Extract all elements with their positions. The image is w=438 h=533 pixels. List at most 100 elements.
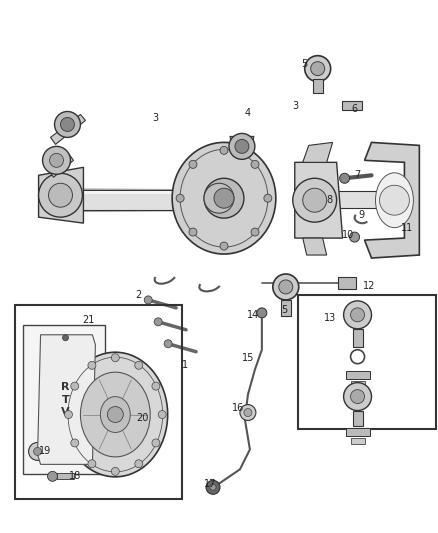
Circle shape xyxy=(204,178,244,218)
Ellipse shape xyxy=(204,183,234,213)
Circle shape xyxy=(343,383,371,410)
Text: 8: 8 xyxy=(327,195,333,205)
Text: 17: 17 xyxy=(204,479,216,489)
Circle shape xyxy=(214,188,234,208)
Bar xyxy=(353,329,363,347)
Bar xyxy=(342,101,361,110)
Ellipse shape xyxy=(375,173,413,228)
Bar xyxy=(57,473,74,479)
Bar xyxy=(23,325,106,474)
Bar xyxy=(338,277,356,289)
Circle shape xyxy=(339,173,350,183)
Text: 5: 5 xyxy=(302,59,308,69)
Bar xyxy=(14,305,182,499)
Circle shape xyxy=(240,405,256,421)
Circle shape xyxy=(220,242,228,250)
Text: 21: 21 xyxy=(82,315,95,325)
Text: 1: 1 xyxy=(182,360,188,370)
Circle shape xyxy=(152,382,160,390)
Circle shape xyxy=(279,280,293,294)
Polygon shape xyxy=(230,136,254,156)
Circle shape xyxy=(305,55,331,82)
Circle shape xyxy=(107,407,124,423)
Polygon shape xyxy=(39,167,83,223)
Text: 16: 16 xyxy=(232,402,244,413)
Circle shape xyxy=(235,140,249,154)
Circle shape xyxy=(144,296,152,304)
Circle shape xyxy=(257,308,267,318)
Circle shape xyxy=(220,147,228,155)
Circle shape xyxy=(379,185,410,215)
Text: 11: 11 xyxy=(401,223,413,233)
Polygon shape xyxy=(295,163,343,238)
Text: 2: 2 xyxy=(135,290,141,300)
Text: 19: 19 xyxy=(39,447,52,456)
Bar xyxy=(353,410,363,426)
Text: 14: 14 xyxy=(247,310,259,320)
Text: 3: 3 xyxy=(293,101,299,110)
Circle shape xyxy=(189,228,197,236)
Polygon shape xyxy=(38,335,95,464)
Circle shape xyxy=(49,154,64,167)
Polygon shape xyxy=(320,191,379,208)
Text: 6: 6 xyxy=(352,103,358,114)
Ellipse shape xyxy=(63,352,168,477)
Circle shape xyxy=(251,160,259,168)
Text: 10: 10 xyxy=(342,230,354,240)
Polygon shape xyxy=(303,238,327,255)
Circle shape xyxy=(135,361,143,369)
Circle shape xyxy=(154,318,162,326)
Bar xyxy=(350,381,364,386)
Polygon shape xyxy=(72,191,205,194)
Circle shape xyxy=(152,439,160,447)
Polygon shape xyxy=(72,188,205,212)
Text: 12: 12 xyxy=(364,281,376,291)
Circle shape xyxy=(164,340,172,348)
Circle shape xyxy=(210,484,216,490)
Circle shape xyxy=(264,194,272,202)
Ellipse shape xyxy=(172,142,276,254)
Circle shape xyxy=(54,111,81,138)
Polygon shape xyxy=(364,142,419,258)
Circle shape xyxy=(350,308,364,322)
Circle shape xyxy=(311,62,325,76)
Text: 13: 13 xyxy=(324,313,336,323)
Circle shape xyxy=(63,335,68,341)
Text: 15: 15 xyxy=(242,353,254,363)
Ellipse shape xyxy=(100,397,130,432)
Text: 3: 3 xyxy=(152,114,158,124)
Circle shape xyxy=(343,301,371,329)
Circle shape xyxy=(135,460,143,468)
Text: 4: 4 xyxy=(245,109,251,118)
Circle shape xyxy=(229,133,255,159)
Ellipse shape xyxy=(81,372,150,457)
Circle shape xyxy=(34,447,42,455)
Circle shape xyxy=(303,188,327,212)
Circle shape xyxy=(158,410,166,418)
Text: 18: 18 xyxy=(69,471,81,481)
Circle shape xyxy=(206,480,220,494)
Circle shape xyxy=(111,354,119,362)
Circle shape xyxy=(71,439,79,447)
Circle shape xyxy=(350,232,360,242)
Circle shape xyxy=(176,194,184,202)
Circle shape xyxy=(71,382,79,390)
Circle shape xyxy=(39,173,82,217)
Circle shape xyxy=(60,117,74,132)
Circle shape xyxy=(244,409,252,416)
Circle shape xyxy=(273,274,299,300)
Circle shape xyxy=(28,442,46,461)
Circle shape xyxy=(48,471,57,481)
Circle shape xyxy=(88,361,96,369)
Circle shape xyxy=(88,460,96,468)
Circle shape xyxy=(350,390,364,403)
Circle shape xyxy=(189,160,197,168)
Bar xyxy=(313,78,323,93)
Circle shape xyxy=(251,228,259,236)
Polygon shape xyxy=(49,154,74,177)
Bar xyxy=(346,370,370,378)
Bar xyxy=(281,300,291,316)
Bar xyxy=(346,429,370,437)
Circle shape xyxy=(111,467,119,475)
Text: 9: 9 xyxy=(358,210,364,220)
